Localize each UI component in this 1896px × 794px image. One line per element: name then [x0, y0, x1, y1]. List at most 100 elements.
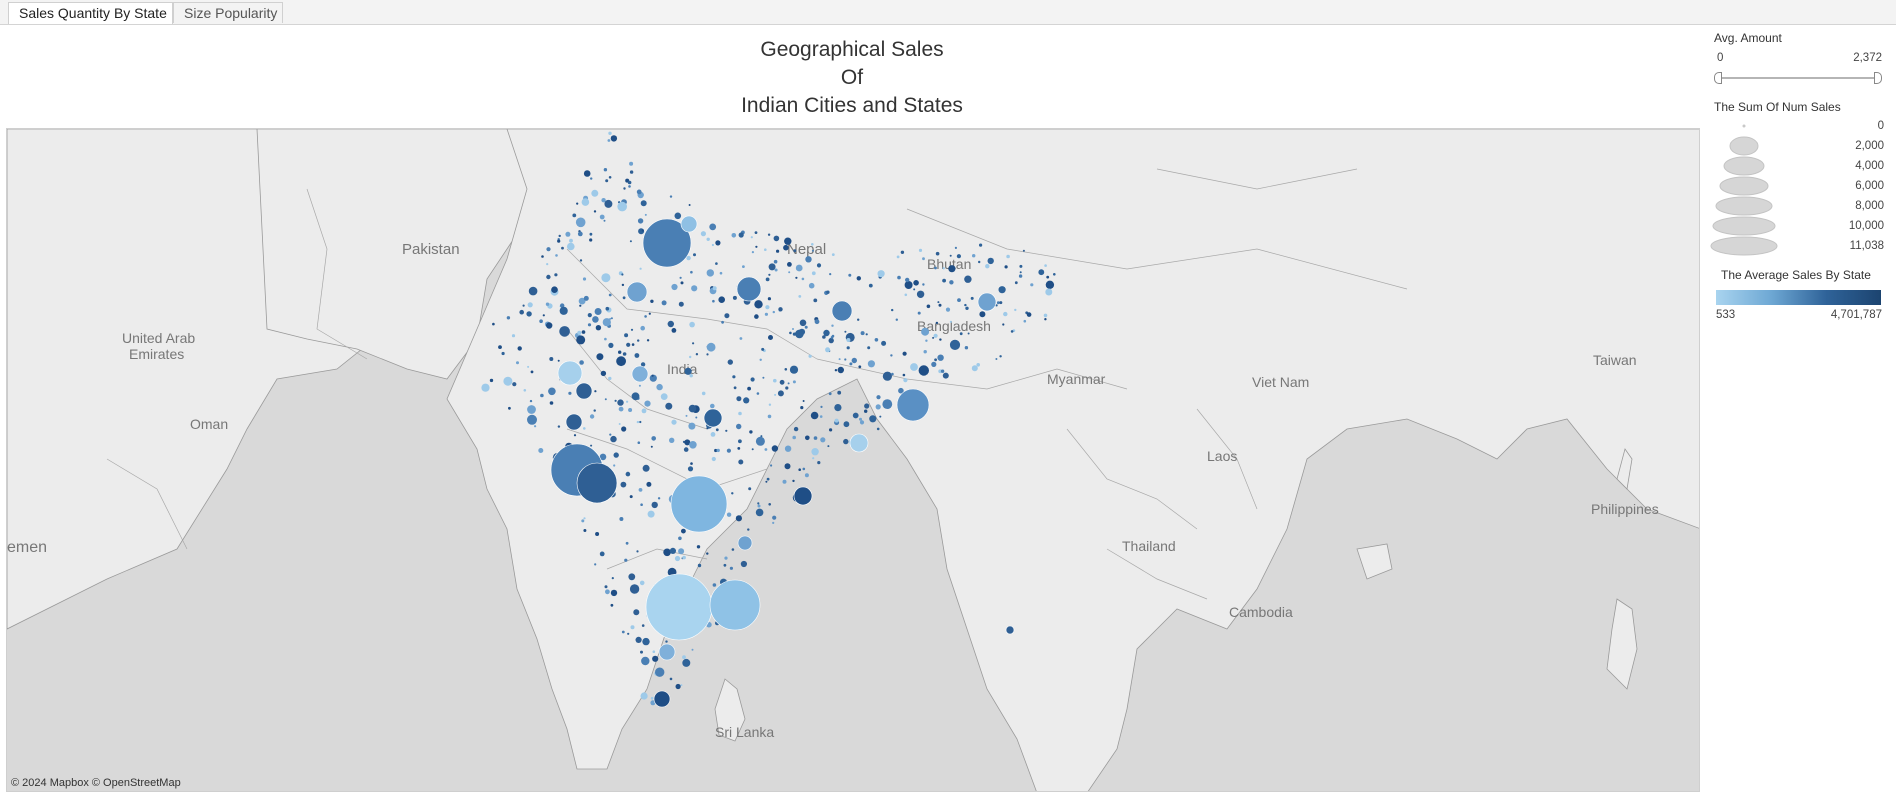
city-point[interactable] — [949, 320, 953, 323]
city-point[interactable] — [849, 362, 853, 366]
city-point[interactable] — [789, 365, 799, 374]
city-point[interactable] — [729, 566, 734, 570]
city-point[interactable] — [688, 404, 697, 413]
bubble-state[interactable] — [658, 643, 676, 661]
city-point[interactable] — [891, 308, 894, 312]
city-point[interactable] — [623, 187, 626, 190]
city-point[interactable] — [709, 223, 717, 231]
city-point[interactable] — [1019, 271, 1022, 274]
city-point[interactable] — [546, 263, 549, 266]
city-point[interactable] — [680, 684, 683, 687]
city-point[interactable] — [527, 302, 533, 308]
city-point[interactable] — [527, 405, 536, 414]
city-point[interactable] — [628, 185, 631, 188]
city-point[interactable] — [652, 655, 659, 662]
city-point[interactable] — [756, 392, 760, 395]
city-point[interactable] — [828, 337, 834, 344]
city-point[interactable] — [811, 243, 814, 246]
city-point[interactable] — [706, 552, 709, 555]
city-point[interactable] — [761, 347, 765, 351]
city-point[interactable] — [661, 300, 667, 306]
city-point[interactable] — [754, 314, 759, 319]
bubble-state[interactable] — [849, 433, 869, 453]
city-point[interactable] — [896, 255, 900, 259]
city-point[interactable] — [985, 264, 990, 269]
city-point[interactable] — [600, 370, 607, 377]
city-point[interactable] — [674, 555, 681, 562]
city-point[interactable] — [1044, 264, 1047, 267]
city-point[interactable] — [755, 508, 764, 517]
city-point[interactable] — [640, 325, 645, 331]
city-point[interactable] — [737, 447, 741, 450]
city-point[interactable] — [732, 375, 736, 379]
city-point[interactable] — [589, 238, 593, 242]
city-point[interactable] — [583, 427, 586, 430]
city-point[interactable] — [787, 262, 792, 267]
city-point[interactable] — [656, 383, 663, 391]
city-point[interactable] — [501, 351, 505, 356]
city-point[interactable] — [869, 415, 877, 423]
bubble-state[interactable] — [977, 292, 997, 312]
city-point[interactable] — [843, 438, 849, 445]
city-point[interactable] — [640, 362, 646, 367]
city-point[interactable] — [792, 332, 797, 336]
city-point[interactable] — [541, 255, 544, 258]
city-point[interactable] — [724, 313, 730, 319]
city-point[interactable] — [506, 316, 511, 320]
city-point[interactable] — [812, 457, 815, 460]
city-point[interactable] — [599, 551, 605, 557]
city-point[interactable] — [957, 298, 961, 302]
city-point[interactable] — [834, 369, 838, 372]
city-point[interactable] — [583, 529, 587, 532]
city-point[interactable] — [750, 377, 755, 382]
city-point[interactable] — [578, 297, 586, 305]
city-point[interactable] — [599, 214, 605, 220]
city-point[interactable] — [523, 389, 527, 392]
city-point[interactable] — [851, 357, 857, 364]
city-point[interactable] — [604, 585, 608, 589]
city-point[interactable] — [503, 376, 513, 386]
city-point[interactable] — [926, 304, 931, 309]
city-point[interactable] — [913, 288, 916, 291]
city-point[interactable] — [595, 532, 600, 536]
city-point[interactable] — [768, 335, 773, 340]
city-point[interactable] — [481, 383, 490, 392]
city-point[interactable] — [637, 441, 641, 445]
city-point[interactable] — [546, 322, 553, 329]
city-point[interactable] — [858, 365, 862, 369]
city-point[interactable] — [663, 548, 671, 557]
city-point[interactable] — [964, 346, 969, 350]
city-point[interactable] — [679, 276, 682, 279]
city-point[interactable] — [831, 324, 834, 327]
city-point[interactable] — [925, 339, 928, 342]
city-point[interactable] — [804, 473, 809, 478]
city-point[interactable] — [617, 201, 627, 212]
city-point[interactable] — [935, 251, 940, 256]
city-point[interactable] — [610, 603, 614, 607]
city-point[interactable] — [646, 481, 652, 487]
city-point[interactable] — [934, 358, 937, 362]
city-point[interactable] — [882, 371, 893, 381]
city-point[interactable] — [712, 286, 717, 291]
city-point[interactable] — [1006, 254, 1010, 259]
city-point[interactable] — [625, 541, 629, 545]
city-point[interactable] — [576, 202, 579, 205]
city-point[interactable] — [757, 504, 761, 508]
city-point[interactable] — [820, 405, 823, 408]
city-point[interactable] — [572, 213, 577, 218]
city-point[interactable] — [876, 395, 881, 400]
city-point[interactable] — [498, 345, 502, 349]
city-point[interactable] — [622, 352, 627, 356]
city-point[interactable] — [715, 262, 718, 265]
city-point[interactable] — [798, 295, 802, 298]
city-point[interactable] — [602, 318, 611, 327]
city-point[interactable] — [757, 502, 760, 505]
city-point[interactable] — [890, 354, 893, 357]
city-point[interactable] — [711, 456, 716, 462]
city-point[interactable] — [1002, 323, 1005, 326]
city-point[interactable] — [667, 320, 674, 328]
city-point[interactable] — [647, 510, 655, 518]
bubble-state[interactable] — [576, 462, 618, 504]
city-point[interactable] — [837, 390, 842, 395]
city-point[interactable] — [772, 310, 775, 314]
